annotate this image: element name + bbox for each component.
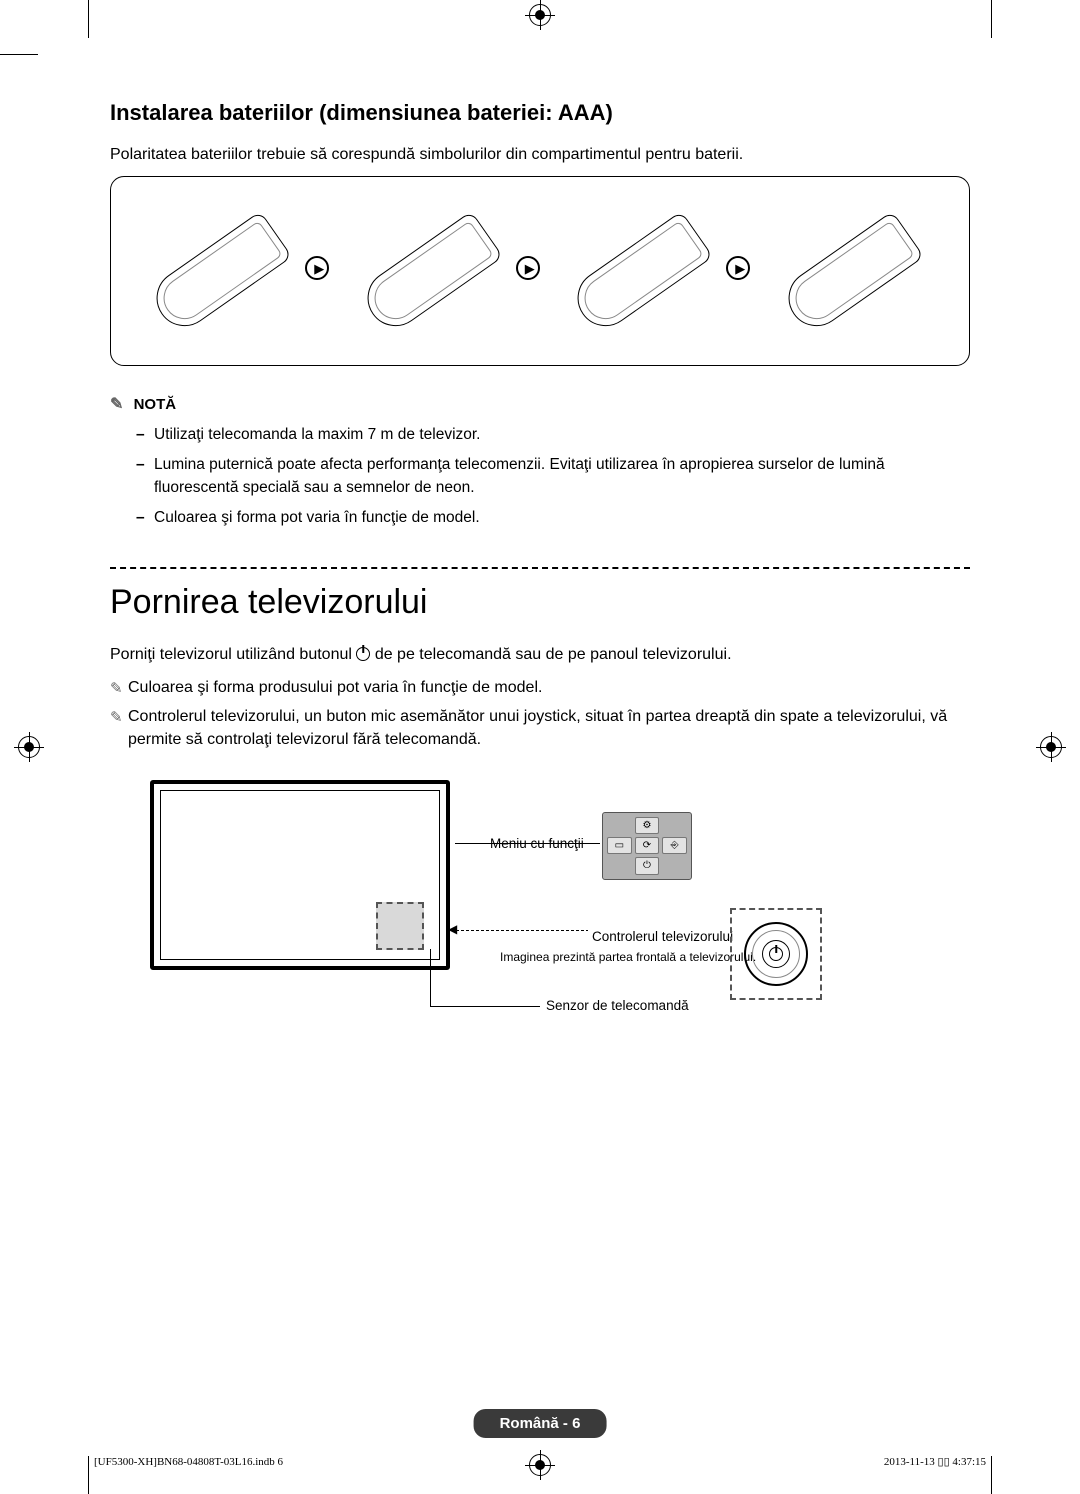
menu-btn-up: ⚙: [635, 817, 660, 834]
footer-filename: [UF5300-XH]BN68-04808T-03L16.indb 6: [94, 1456, 283, 1468]
section-divider: [110, 567, 970, 569]
menu-btn-left: ▭: [607, 837, 632, 854]
page-number-badge: Română - 6: [474, 1409, 607, 1438]
registration-mark: [529, 1454, 551, 1476]
crop-mark: [88, 1456, 89, 1494]
bullet-item: ✎Controlerul televizorului, un buton mic…: [128, 705, 970, 751]
tv-frame: [150, 780, 450, 970]
note-icon: ✎: [110, 396, 123, 413]
menu-btn-down: ⏻: [635, 857, 660, 874]
function-menu-panel: ⚙ ▭⟳⎆ ⏻: [602, 812, 692, 880]
menu-btn-center: ⟳: [635, 837, 660, 854]
battery-intro-text: Polaritatea bateriilor trebuie să coresp…: [110, 144, 970, 166]
controller-label: Controlerul televizorului: [588, 929, 737, 944]
section-heading-power-on: Pornirea televizorului: [110, 583, 970, 622]
power-intro-text: Porniţi televizorul utilizând butonul de…: [110, 644, 970, 666]
bullet-text: Controlerul televizorului, un buton mic …: [128, 708, 947, 748]
power-intro-suffix: de pe telecomandă sau de pe panoul telev…: [375, 646, 732, 663]
tv-controller: [730, 908, 822, 1000]
power-icon: [769, 947, 783, 961]
menu-label: Meniu cu funcţii: [490, 836, 584, 851]
battery-step-3: [560, 196, 730, 346]
note-item: Lumina puternică poate afecta performanţ…: [154, 454, 970, 499]
note-item: Utilizaţi telecomanda la maxim 7 m de te…: [154, 424, 970, 446]
note-label-text: NOTĂ: [134, 396, 177, 413]
note-icon: ✎: [110, 707, 123, 729]
page-content: Instalarea bateriilor (dimensiunea bater…: [110, 100, 970, 1060]
remote-sensor-box: [376, 902, 424, 950]
next-step-icon: [726, 256, 750, 280]
note-icon: ✎: [110, 678, 123, 700]
next-step-icon: [305, 256, 329, 280]
power-icon: [356, 647, 370, 661]
sensor-label: Senzor de telecomandă: [546, 998, 689, 1013]
battery-step-2: [350, 196, 520, 346]
power-bullet-list: ✎ Culoarea şi forma produsului pot varia …: [110, 676, 970, 752]
crop-mark: [88, 0, 89, 38]
registration-mark: [1040, 736, 1062, 758]
menu-btn-right: ⎆: [662, 837, 687, 854]
bullet-item: ✎Culoarea şi forma produsului pot varia …: [128, 676, 970, 699]
note-item: Culoarea şi forma pot varia în funcţie d…: [154, 507, 970, 529]
note-heading: ✎ NOTĂ: [110, 394, 970, 414]
power-intro-prefix: Porniţi televizorul utilizând butonul: [110, 646, 356, 663]
crop-mark: [0, 54, 38, 55]
crop-mark: [991, 1456, 992, 1494]
footer-timestamp: 2013-11-13 ▯▯ 4:37:15: [884, 1455, 986, 1468]
bullet-text: Culoarea şi forma produsului pot varia î…: [128, 679, 542, 696]
battery-step-1: [139, 196, 309, 346]
callout-line: [430, 949, 540, 1007]
tv-diagram: Meniu cu funcţii ⚙ ▭⟳⎆ ⏻ Controlerul tel…: [150, 780, 970, 1060]
note-list: Utilizaţi telecomanda la maxim 7 m de te…: [110, 424, 970, 530]
registration-mark: [529, 4, 551, 26]
next-step-icon: [516, 256, 540, 280]
crop-mark: [991, 0, 992, 38]
battery-install-figure: [110, 176, 970, 366]
battery-step-4: [771, 196, 941, 346]
section-title-batteries: Instalarea bateriilor (dimensiunea bater…: [110, 100, 970, 126]
registration-mark: [18, 736, 40, 758]
